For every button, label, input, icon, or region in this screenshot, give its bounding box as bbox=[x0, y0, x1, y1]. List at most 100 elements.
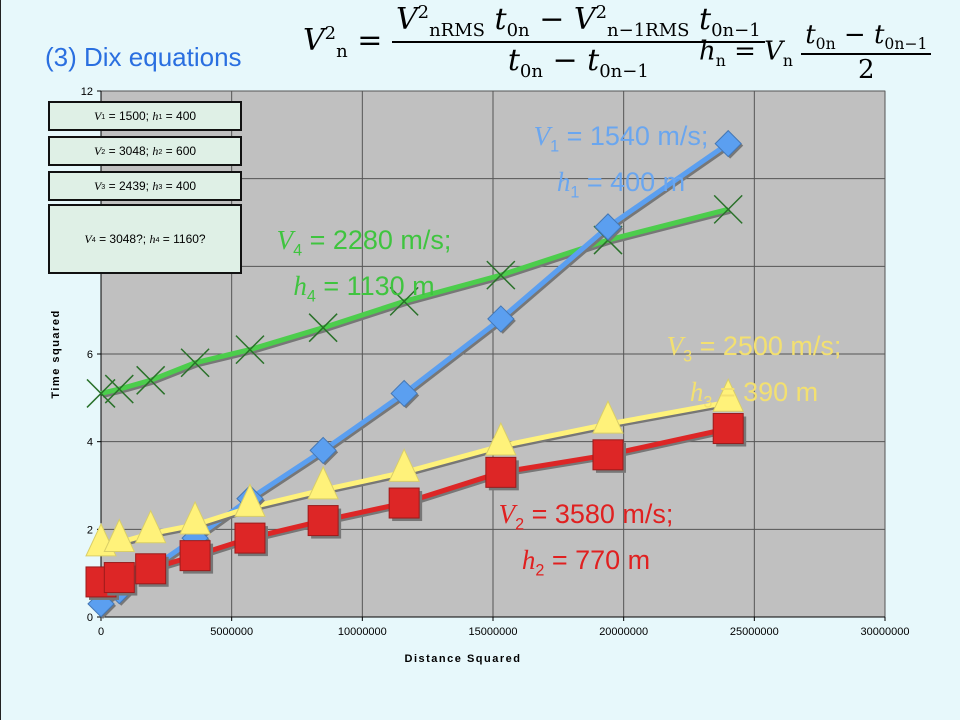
series-1-point bbox=[714, 129, 742, 158]
eq2-denominator: 2 bbox=[858, 55, 875, 86]
series-2-point bbox=[713, 194, 743, 224]
eq1-numerator: V2nRMS t0n − V2n−1RMS t0n−1 bbox=[391, 2, 765, 43]
annotation-4-v-text: = 2280 m/s; bbox=[302, 225, 452, 255]
eq2-num-a: t bbox=[805, 20, 816, 50]
eq1-minus: − bbox=[539, 2, 565, 37]
series-2-point bbox=[180, 348, 210, 378]
info-box-4-h: h bbox=[149, 231, 156, 246]
annotation-4-velocity: V4 = 2280 m/s; bbox=[254, 222, 474, 268]
info-box-3-v-sub: 3 bbox=[101, 181, 106, 191]
eq1-denominator: t0n − t0n−1 bbox=[392, 43, 765, 82]
annotation-4-v: V bbox=[276, 225, 294, 255]
series-4-point bbox=[234, 522, 266, 554]
annotation-3-h-text: = 390 m bbox=[712, 377, 819, 408]
annotation-layer-2: V2 = 3580 m/s; h2 = 770 m bbox=[471, 496, 701, 589]
info-box-1-h-val: = 400 bbox=[162, 109, 197, 123]
info-box-1-h-sub: 1 bbox=[158, 111, 163, 121]
x-tick-label: 20000000 bbox=[599, 626, 648, 638]
series-2-point bbox=[136, 365, 166, 395]
info-box-3-h-sub: 3 bbox=[158, 181, 163, 191]
eq1-equals: = bbox=[357, 23, 383, 58]
annotation-1-v-text: = 1540 m/s; bbox=[559, 121, 709, 151]
annotation-layer-1: V1 = 1540 m/s; h1 = 400 m bbox=[506, 118, 736, 211]
series-3-point bbox=[592, 399, 624, 434]
info-box-3-v-val: = 2439; bbox=[105, 179, 153, 193]
series-3-point bbox=[712, 378, 744, 412]
eq2-v: V bbox=[764, 36, 783, 67]
annotation-4-v-sub: 4 bbox=[293, 241, 303, 260]
eq1-num-t-a-sub: 0n bbox=[506, 20, 530, 41]
y-tick-label: 4 bbox=[87, 437, 93, 449]
series-1-point bbox=[487, 305, 515, 333]
y-tick-label: 12 bbox=[81, 86, 93, 98]
info-box-4-v-sub: 4 bbox=[91, 234, 96, 244]
series-4-point bbox=[712, 413, 744, 445]
info-box-3-v: V bbox=[93, 178, 102, 193]
annotation-2-h-text: = 770 m bbox=[544, 545, 651, 576]
series-2-point bbox=[86, 378, 116, 408]
annotation-2-v-sub: 2 bbox=[515, 515, 525, 534]
eq2-lhs: h bbox=[699, 36, 716, 67]
eq2-numerator: t0n − t0n−1 bbox=[801, 20, 932, 56]
info-box-3-h: h bbox=[152, 178, 159, 193]
series-3-point bbox=[307, 465, 339, 500]
annotation-4-thickness: h4 = 1130 m bbox=[254, 268, 474, 314]
annotation-2-h: h bbox=[521, 545, 536, 576]
annotation-1-v-sub: 1 bbox=[550, 137, 560, 156]
series-4-point bbox=[307, 505, 339, 537]
series-4-point bbox=[485, 456, 517, 488]
series-1-point bbox=[390, 379, 418, 408]
info-box-2-v: V bbox=[93, 143, 102, 158]
series-1-point bbox=[594, 213, 622, 241]
eq2-v-sub: n bbox=[782, 51, 793, 70]
annotation-layer-3: V3 = 2500 m/s; h3 = 390 m bbox=[639, 328, 869, 421]
annotation-3-h: h bbox=[689, 377, 704, 408]
eq1-num-b-sup: 2 bbox=[595, 2, 608, 23]
eq2-equals: = bbox=[734, 36, 756, 67]
dix-velocity-equation: V2n = V2nRMS t0n − V2n−1RMS t0n−1 t0n − … bbox=[303, 2, 765, 82]
info-box-4-h-sub: 4 bbox=[155, 234, 160, 244]
annotation-4-h-sub: 4 bbox=[306, 287, 316, 306]
x-tick-label: 30000000 bbox=[861, 626, 910, 638]
y-tick-label: 6 bbox=[87, 349, 93, 361]
series-2-line bbox=[100, 206, 729, 396]
series-4-point bbox=[592, 439, 624, 471]
x-tick-label: 5000000 bbox=[210, 626, 253, 638]
eq1-num-a-sup: 2 bbox=[417, 2, 430, 23]
info-box-1-v-sub: 1 bbox=[101, 111, 106, 121]
info-box-4-v-val: = 3048?; bbox=[95, 232, 150, 246]
annotation-3-v-sub: 3 bbox=[683, 347, 693, 366]
eq1-num-a: V bbox=[395, 2, 418, 37]
info-box-2-v-sub: 2 bbox=[101, 146, 106, 156]
annotation-2-velocity: V2 = 3580 m/s; bbox=[471, 496, 701, 542]
eq2-num-b: t bbox=[873, 20, 885, 50]
eq1-den-minus: − bbox=[552, 43, 578, 78]
eq1-fraction: V2nRMS t0n − V2n−1RMS t0n−1 t0n − t0n−1 bbox=[391, 2, 765, 82]
eq1-num-a-sub: nRMS bbox=[429, 20, 485, 41]
series-2-point bbox=[389, 286, 419, 316]
eq2-num-b-sub: 0n−1 bbox=[884, 35, 928, 54]
info-box-3-h-val: = 400 bbox=[162, 179, 197, 193]
info-box-2-h-sub: 2 bbox=[158, 146, 163, 156]
series-4-point bbox=[135, 553, 167, 585]
annotation-1-velocity: V1 = 1540 m/s; bbox=[506, 118, 736, 164]
series-3-point bbox=[134, 509, 167, 544]
annotation-1-v: V bbox=[533, 121, 551, 151]
annotation-4-h: h bbox=[293, 271, 307, 302]
annotation-3-v: V bbox=[666, 331, 684, 361]
series-2-point bbox=[308, 313, 338, 343]
eq1-den-a: t bbox=[507, 43, 520, 78]
series-3-point bbox=[388, 448, 420, 482]
annotation-2-thickness: h2 = 770 m bbox=[471, 542, 701, 588]
y-tick-label: 0 bbox=[87, 612, 93, 624]
x-axis-label: Distance Squared bbox=[405, 653, 522, 665]
eq1-num-b: V bbox=[573, 2, 596, 37]
info-box-2-v-val: = 3048; bbox=[105, 144, 153, 158]
eq1-lhs: V bbox=[303, 23, 325, 58]
x-tick-label: 25000000 bbox=[730, 626, 779, 638]
slide-title: (3) Dix equations bbox=[45, 42, 242, 72]
y-tick-label: 2 bbox=[87, 524, 93, 536]
series-3-line bbox=[100, 399, 729, 550]
